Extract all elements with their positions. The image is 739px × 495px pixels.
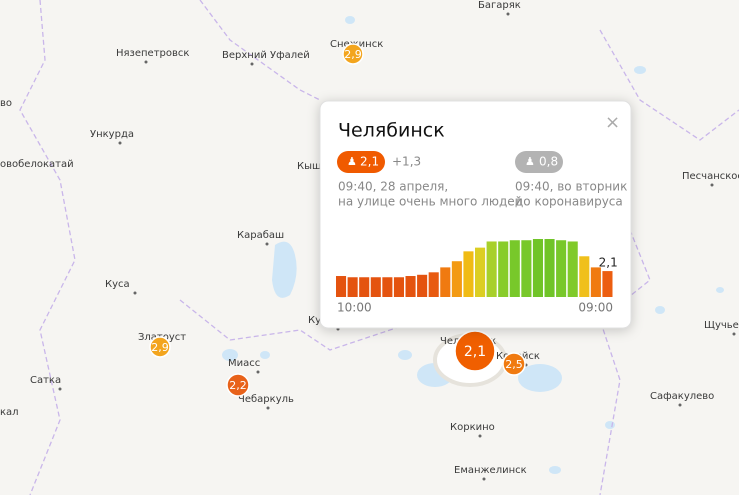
city-label: овобелокатай	[0, 159, 74, 170]
person-icon: ♟	[525, 155, 535, 168]
popup: × Челябинск ♟ 2,1 +1,3 09:40, 28 апреля,…	[319, 100, 632, 329]
bar	[579, 256, 590, 297]
city-label: Куса	[105, 279, 130, 290]
current-value: 2,1	[360, 155, 379, 169]
marker	[342, 43, 364, 65]
close-button[interactable]: ×	[605, 112, 620, 133]
current-time: 09:40, 28 апреля,	[338, 180, 448, 194]
city-label: Нязепетровск	[116, 48, 189, 59]
bar	[567, 241, 578, 297]
city-label: Карабаш	[237, 230, 284, 241]
bar	[440, 267, 451, 297]
city-dot	[265, 242, 269, 246]
bar	[486, 241, 497, 297]
city-label: Кыш	[297, 161, 321, 172]
marker	[454, 330, 496, 372]
bar	[359, 277, 370, 297]
city-label: Сатка	[30, 375, 61, 386]
current-badge	[337, 151, 385, 173]
marker-label: 2,9	[344, 48, 362, 61]
city-label: Ункурда	[90, 129, 134, 140]
bar	[602, 271, 613, 297]
city-label: Чебаркуль	[238, 394, 294, 405]
bar	[370, 277, 381, 297]
city-label: Коркино	[450, 422, 495, 433]
marker-label: 2,5	[505, 358, 523, 371]
current-delta: +1,3	[392, 155, 421, 169]
city-label: Миасс	[228, 358, 260, 369]
bar	[347, 277, 358, 297]
marker-label: 2,1	[464, 344, 486, 360]
city-dot	[478, 434, 482, 438]
bar	[463, 251, 474, 297]
marker	[149, 336, 171, 358]
bar	[475, 247, 486, 297]
bar	[428, 272, 439, 297]
bar	[544, 239, 555, 297]
bar	[498, 241, 509, 297]
city-dot	[256, 370, 260, 374]
marker	[226, 373, 250, 397]
city-dot	[710, 183, 714, 187]
bar	[509, 240, 520, 297]
city-dot	[144, 60, 148, 64]
x-end-label: 09:00	[578, 301, 613, 315]
city-label: во	[0, 98, 12, 109]
city-dot	[58, 387, 62, 391]
city-label: Ку	[308, 315, 321, 326]
city-dot	[133, 291, 137, 295]
baseline-note: до коронавируса	[515, 195, 623, 209]
city-dot	[732, 332, 736, 336]
city-dot	[678, 403, 682, 407]
bar	[451, 261, 462, 297]
bar	[405, 276, 416, 297]
bar	[382, 277, 393, 297]
marker-label: 2,9	[151, 341, 169, 354]
current-note: на улице очень много людей	[338, 195, 522, 209]
city-label: Сафакулево	[650, 391, 714, 402]
city-label: кал	[0, 407, 19, 418]
x-start-label: 10:00	[337, 301, 372, 315]
city-label: Верхний Уфалей	[222, 50, 310, 61]
city-dot	[482, 477, 486, 481]
bar	[590, 267, 601, 297]
borders	[19, 0, 739, 495]
city-dot	[250, 62, 254, 66]
baseline-time: 09:40, во вторник	[515, 180, 627, 194]
bar	[393, 277, 404, 297]
city-dot	[506, 12, 510, 16]
city-dot	[118, 141, 122, 145]
bar-label: 2,1	[599, 256, 618, 270]
city-label: Еманжелинск	[454, 465, 527, 476]
city-label: Песчанское	[682, 171, 739, 182]
person-icon: ♟	[347, 155, 357, 168]
bar	[336, 276, 347, 297]
bar	[532, 239, 543, 297]
bar	[521, 240, 532, 297]
baseline-value: 0,8	[539, 155, 558, 169]
city-label: Щучье	[704, 320, 739, 331]
bar	[417, 274, 428, 297]
marker-label: 2,2	[229, 379, 247, 392]
marker	[502, 352, 526, 376]
city-dot	[266, 406, 270, 410]
baseline-badge	[515, 151, 563, 173]
popup-title: Челябинск	[338, 120, 445, 142]
bar	[556, 240, 567, 297]
city-label: Багаряк	[478, 0, 521, 11]
